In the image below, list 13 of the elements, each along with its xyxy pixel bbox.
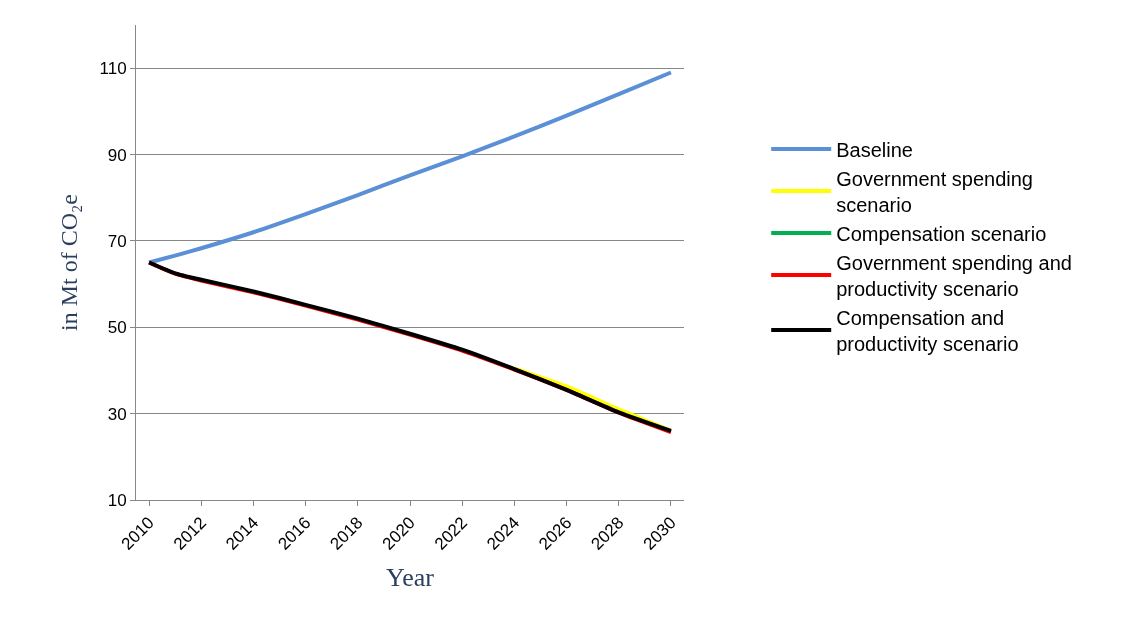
legend-label: Government spending scenario [836, 167, 1033, 216]
legend-label: Government spending and productivity scenario [836, 251, 1072, 300]
y-tick-label: 50 [107, 318, 127, 338]
y-tick-label: 70 [107, 231, 127, 251]
y-tick-label: 110 [99, 59, 127, 79]
x-axis-title: Year [386, 563, 435, 593]
legend-label: Baseline [836, 138, 913, 161]
legend-label: Compensation scenario [836, 222, 1047, 245]
y-axis-title: in Mt of CO₂e [55, 193, 82, 332]
y-tick-label: 10 [107, 490, 127, 510]
y-tick-label: 30 [107, 404, 127, 424]
legend-label: Compensation and productivity scenario [836, 306, 1019, 355]
y-tick-label: 90 [107, 145, 127, 165]
